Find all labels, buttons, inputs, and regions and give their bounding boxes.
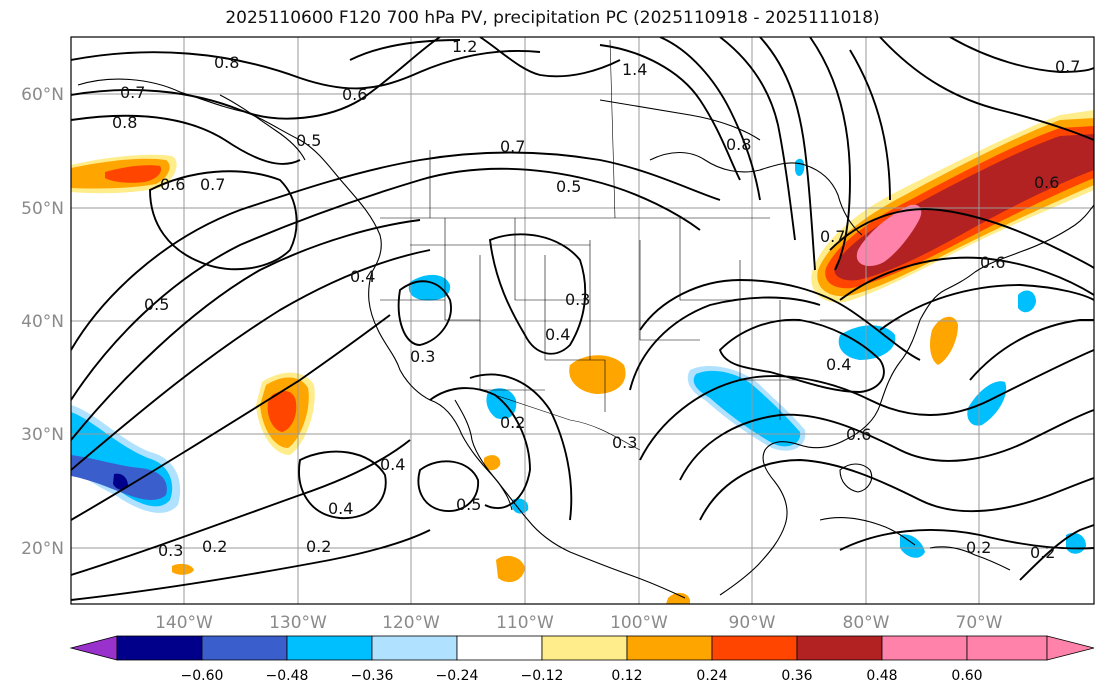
pv-label: 0.7: [200, 175, 225, 194]
pv-label: 0.7: [820, 227, 845, 246]
pv-label: 0.3: [612, 433, 637, 452]
precip-shading: [71, 110, 1094, 604]
pv-contours: [71, 37, 1094, 601]
colorbar-swatch: [711, 635, 798, 661]
colorbar-swatch: [626, 635, 713, 661]
lat-label-60n: 60°N: [21, 85, 64, 105]
colorbar-tick-label: −0.48: [266, 668, 309, 684]
pv-label: 0.3: [565, 290, 590, 309]
pv-label: 0.6: [342, 85, 367, 104]
precip-area-pacific-southwest-navy: [113, 473, 128, 490]
pv-label: 0.6: [160, 175, 185, 194]
colorbar-swatch: [201, 635, 288, 661]
precip-area-atlantic-1: [967, 381, 1007, 426]
pv-label: 0.5: [296, 131, 321, 150]
colorbar-extend-high: [1046, 635, 1095, 661]
pv-label: 1.4: [622, 60, 647, 79]
pv-label: 0.3: [410, 347, 435, 366]
pv-label: 0.5: [144, 295, 169, 314]
colorbar-swatch: [541, 635, 628, 661]
pv-label: 0.6: [980, 253, 1005, 272]
graticule: [71, 37, 1094, 604]
lat-label-30n: 30°N: [21, 425, 64, 445]
pv-label: 0.6: [1034, 173, 1059, 192]
pv-label: 0.5: [456, 495, 481, 514]
precip-area-atlantic-4: [900, 534, 925, 558]
precip-area-atlantic-5: [930, 316, 958, 365]
colorbar-swatch: [371, 635, 458, 661]
pv-label: 0.2: [1030, 543, 1055, 562]
colorbar-ticks: −0.60 −0.48 −0.36 −0.24 −0.12 0.12 0.24 …: [181, 668, 983, 684]
colorbar-swatch: [286, 635, 373, 661]
pv-label: 0.3: [158, 541, 183, 560]
lat-label-40n: 40°N: [21, 312, 64, 332]
colorbar-tick-label: −0.24: [436, 668, 479, 684]
colorbar-swatch: [796, 635, 883, 661]
pv-label: 0.5: [556, 177, 581, 196]
precip-area-pacific-north-red: [105, 165, 162, 183]
pv-label: 0.8: [726, 135, 751, 154]
precip-area-pacific-speck: [172, 563, 194, 575]
map-border: [70, 36, 1095, 605]
lon-label-100w: 100°W: [610, 613, 668, 633]
pv-label: 0.4: [826, 355, 851, 374]
colorbar-tick-label: 0.24: [696, 668, 727, 684]
pv-label: 1.2: [452, 37, 477, 56]
pv-label: 0.4: [380, 455, 405, 474]
precip-area-mexico-yellow: [484, 455, 501, 471]
pv-label: 0.4: [350, 267, 375, 286]
colorbar-extend-low: [69, 635, 118, 661]
colorbar-tick-label: 0.48: [866, 668, 897, 684]
colorbar-tick-label: −0.60: [181, 668, 224, 684]
pv-label: 0.8: [214, 53, 239, 72]
colorbar-tick-label: 0.60: [951, 668, 982, 684]
pv-label: 0.2: [500, 413, 525, 432]
lat-label-50n: 50°N: [21, 199, 64, 219]
precip-area-mexico-south: [496, 555, 525, 583]
pv-label: 0.8: [112, 113, 137, 132]
map-content: 0.8 0.7 0.8 0.6 0.5 0.6 1.2 1.4 0.7 0.8 …: [71, 37, 1094, 604]
colorbar-swatch: [456, 635, 543, 661]
lon-label-140w: 140°W: [155, 613, 213, 633]
lat-label-20n: 20°N: [21, 539, 64, 559]
lon-label-130w: 130°W: [269, 613, 327, 633]
latitude-labels: 60°N 50°N 40°N 30°N 20°N: [21, 85, 64, 559]
precip-area-northeast-pink: [856, 204, 922, 266]
colorbar-tick-label: −0.12: [521, 668, 564, 684]
colorbar-tick-label: −0.36: [351, 668, 394, 684]
pv-label: 0.7: [1055, 57, 1080, 76]
colorbar-tick-label: 0.12: [611, 668, 642, 684]
precip-area-new-mexico: [569, 355, 626, 394]
colorbar-swatch: [966, 635, 1048, 661]
pv-label: 0.4: [328, 499, 353, 518]
colorbar: −0.60 −0.48 −0.36 −0.24 −0.12 0.12 0.24 …: [69, 635, 1095, 684]
pv-contour-labels: 0.8 0.7 0.8 0.6 0.5 0.6 1.2 1.4 0.7 0.8 …: [112, 37, 1080, 562]
precip-area-pacific-central-red: [267, 390, 297, 432]
lon-label-110w: 110°W: [496, 613, 554, 633]
lon-label-120w: 120°W: [382, 613, 440, 633]
longitude-labels: 140°W 130°W 120°W 110°W 100°W 90°W 80°W …: [155, 613, 1003, 633]
colorbar-swatch: [881, 635, 968, 661]
map-title: 2025110600 F120 700 hPa PV, precipitatio…: [225, 8, 880, 28]
precip-area-central-america: [666, 592, 690, 604]
precip-area-baja: [486, 388, 517, 420]
precip-area-mexico-blue: [512, 498, 529, 514]
pv-label: 0.4: [545, 325, 570, 344]
lon-label-90w: 90°W: [729, 613, 776, 633]
pv-label: 0.7: [500, 137, 525, 156]
lon-label-70w: 70°W: [956, 613, 1003, 633]
colorbar-tick-label: 0.36: [781, 668, 812, 684]
pv-label: 0.2: [306, 537, 331, 556]
precip-area-atlantic-2: [1018, 290, 1036, 313]
pv-label: 0.2: [966, 538, 991, 557]
pv-label: 0.6: [846, 425, 871, 444]
pv-label: 0.7: [120, 83, 145, 102]
pv-label: 0.2: [202, 537, 227, 556]
precip-area-gulf-coast-blue: [693, 370, 801, 447]
lon-label-80w: 80°W: [843, 613, 890, 633]
colorbar-swatch: [116, 635, 203, 661]
